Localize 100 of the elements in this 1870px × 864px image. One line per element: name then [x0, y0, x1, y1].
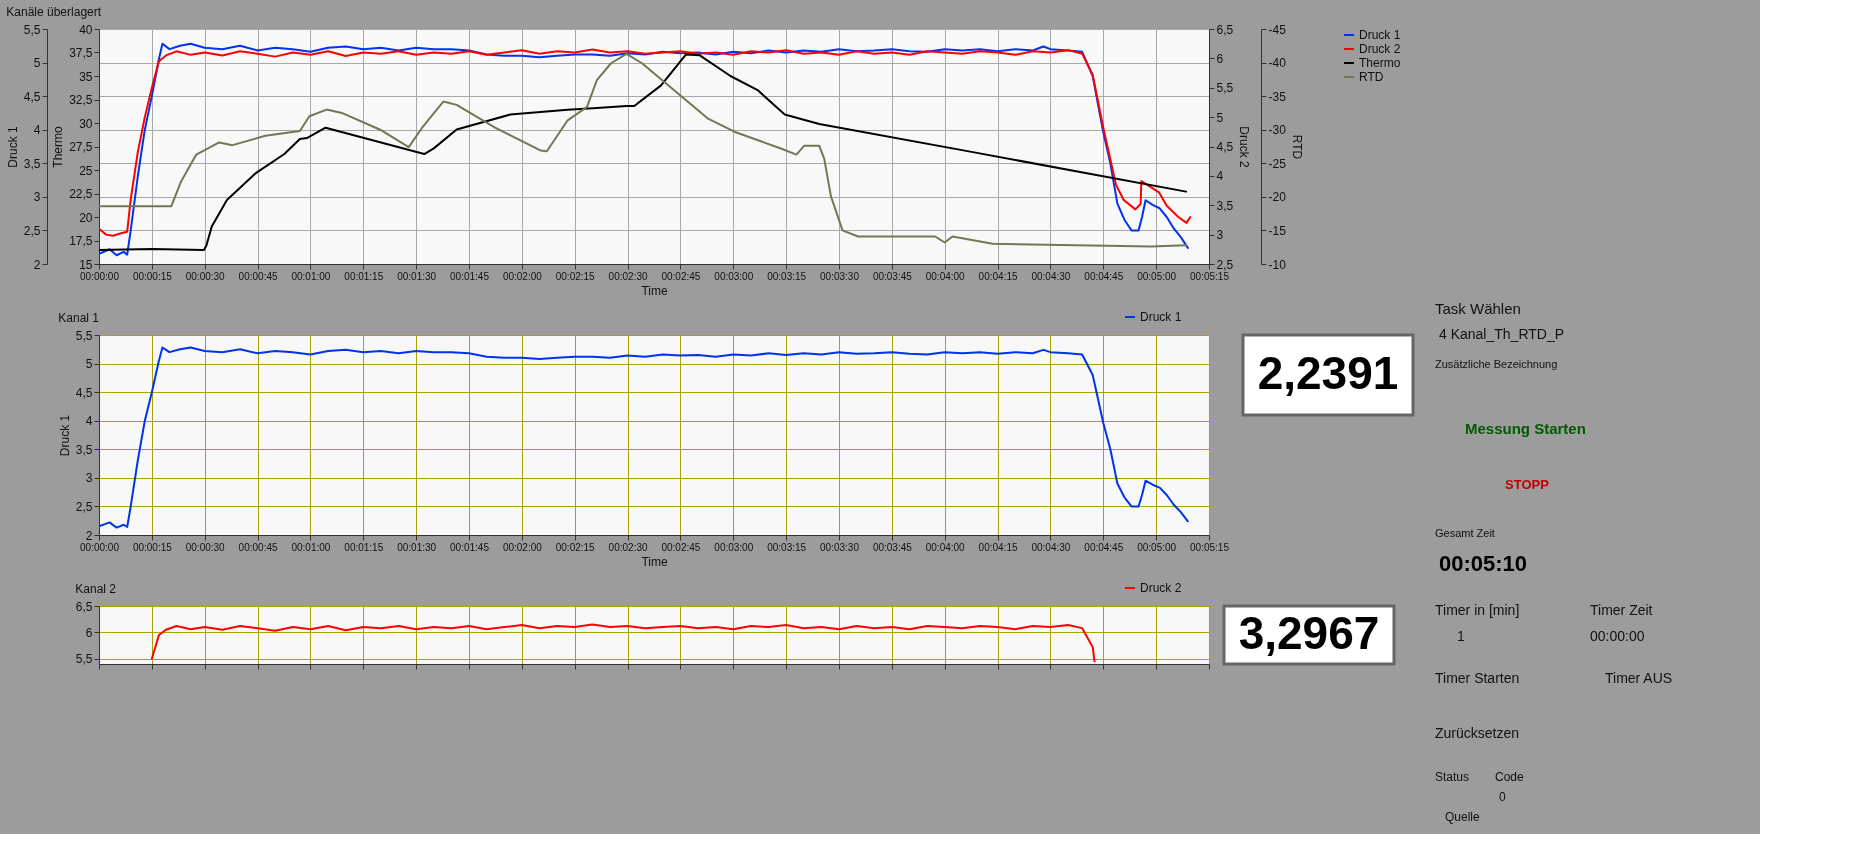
chart-title: Kanal 2 [75, 582, 117, 596]
x-axis-title: Time [641, 283, 668, 298]
text: Quelle [1445, 810, 1481, 824]
y-tick-label: 5,5 [75, 652, 93, 667]
y3-tick-label: 6,5 [1216, 22, 1234, 37]
x-tick-label: 00:02:30 [608, 270, 648, 282]
text: Timer Zeit [1590, 602, 1653, 618]
x-tick-label: 00:05:00 [1137, 541, 1177, 553]
y-tick-label: 4 [33, 123, 41, 138]
x-tick-label: 00:05:15 [1190, 270, 1230, 282]
legend-label: RTD [1359, 70, 1384, 84]
y-tick-label: 2,5 [23, 223, 41, 238]
x-tick-label: 00:01:15 [344, 270, 384, 282]
y-tick-label: -35 [1268, 89, 1287, 104]
legend-label: Thermo [1359, 56, 1401, 70]
x-tick-label: 00:04:30 [1031, 270, 1071, 282]
y-tick-label: 5 [33, 56, 41, 71]
x-tick-label: 00:04:30 [1031, 541, 1071, 553]
text: Timer Starten [1435, 670, 1520, 686]
y-tick-label: 3 [85, 471, 93, 486]
x-tick-label: 00:02:45 [661, 541, 701, 553]
legend-label: Druck 1 [1359, 28, 1401, 42]
text: 1 [1457, 628, 1465, 644]
text: Timer AUS [1605, 670, 1673, 686]
y-tick-label: 2 [85, 528, 93, 543]
text: STOPP [1505, 477, 1550, 492]
x-tick-label: 00:04:45 [1084, 270, 1124, 282]
text: 2,2391 [1257, 347, 1399, 399]
y2-tick-label: 22,5 [69, 187, 93, 201]
x-tick-label: 00:04:00 [925, 541, 966, 553]
x-tick-label: 00:00:15 [132, 541, 173, 553]
text: 3,2967 [1238, 607, 1380, 659]
y2-tick-label: 17,5 [69, 234, 93, 248]
y-tick-label: 3 [33, 190, 41, 205]
y-tick-label: 4,5 [23, 89, 41, 104]
line-series [99, 346, 1189, 529]
y-axis-title: Druck 1 [5, 126, 20, 168]
y-axis-title: RTD [1289, 134, 1304, 160]
y-tick-label: -20 [1268, 190, 1287, 205]
y-tick-label: 5,5 [23, 22, 41, 37]
x-tick-label: 00:04:15 [978, 270, 1018, 282]
legend-label: Druck 1 [1140, 310, 1182, 324]
x-tick-label: 00:01:30 [397, 270, 437, 282]
x-tick-label: 00:04:15 [978, 541, 1018, 553]
y-tick-label: -30 [1268, 123, 1287, 138]
line-series [150, 623, 1096, 663]
x-tick-label: 00:02:15 [555, 270, 596, 282]
x-tick-label: 00:02:15 [555, 541, 596, 553]
x-axis-title: Time [641, 554, 668, 569]
text: 00:05:10 [1439, 551, 1528, 576]
x-tick-label: 00:00:15 [132, 270, 173, 282]
y-tick-label: 4,5 [75, 385, 93, 400]
x-tick-label: 00:04:00 [925, 270, 966, 282]
x-tick-label: 00:00:45 [238, 270, 278, 282]
y3-tick-label: 4 [1216, 169, 1224, 184]
y-tick-label: 6 [85, 625, 93, 640]
x-tick-label: 00:03:00 [714, 270, 754, 282]
text: 4 Kanal_Th_RTD_P [1439, 326, 1565, 342]
x-tick-label: 00:03:15 [767, 270, 807, 282]
x-tick-label: 00:02:00 [502, 541, 543, 553]
y3-tick-label: 5,5 [1216, 81, 1234, 96]
chart-title: Kanal 1 [58, 311, 100, 325]
y3-tick-label: 3 [1216, 228, 1224, 243]
x-tick-label: 00:03:30 [820, 270, 860, 282]
y2-tick-label: 30 [79, 116, 93, 131]
y2-tick-label: 40 [79, 22, 93, 37]
y2-tick-label: 15 [79, 257, 93, 272]
x-tick-label: 00:01:45 [450, 541, 490, 553]
x-tick-label: 00:05:00 [1137, 270, 1177, 282]
text: Zurücksetzen [1435, 725, 1520, 741]
x-tick-label: 00:00:30 [185, 541, 226, 553]
x-tick-label: 00:02:30 [608, 541, 648, 553]
x-tick-label: 00:01:45 [450, 270, 490, 282]
y-tick-label: 2,5 [75, 499, 93, 514]
x-tick-label: 00:03:00 [714, 541, 754, 553]
y2-tick-label: 32,5 [69, 93, 93, 107]
y2-tick-label: 37,5 [69, 46, 93, 60]
y3-axis-title: Druck 2 [1237, 126, 1252, 168]
text: 00:00:00 [1590, 628, 1645, 644]
y-tick-label: -10 [1268, 257, 1287, 272]
y-tick-label: -40 [1268, 56, 1287, 71]
text: Code [1495, 770, 1525, 784]
y3-tick-label: 4,5 [1216, 140, 1234, 154]
y3-tick-label: 5 [1216, 110, 1224, 125]
x-tick-label: 00:05:15 [1190, 541, 1230, 553]
x-tick-label: 00:03:45 [872, 270, 913, 282]
y2-axis-title: Thermo [51, 126, 66, 168]
x-tick-label: 00:03:15 [767, 541, 807, 553]
x-tick-label: 00:03:30 [820, 541, 860, 553]
x-tick-label: 00:00:00 [80, 541, 120, 553]
y-tick-label: 2 [33, 257, 41, 272]
x-tick-label: 00:01:00 [291, 541, 331, 553]
y3-tick-label: 6 [1216, 51, 1224, 66]
x-tick-label: 00:03:45 [872, 541, 913, 553]
y-tick-label: 3,5 [23, 156, 41, 171]
y3-tick-label: 3,5 [1216, 198, 1234, 213]
y-tick-label: -45 [1268, 22, 1287, 37]
y2-tick-label: 25 [79, 163, 93, 178]
text: Messung Starten [1465, 420, 1586, 437]
y2-tick-label: 20 [79, 210, 93, 225]
